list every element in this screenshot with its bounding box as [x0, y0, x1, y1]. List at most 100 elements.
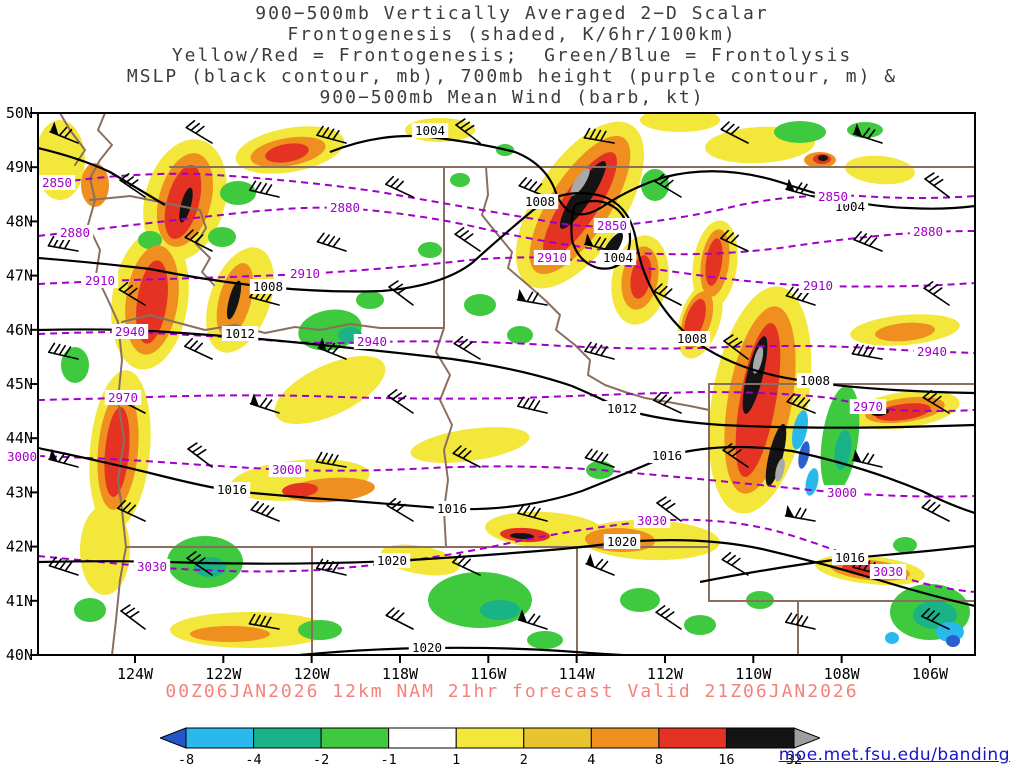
frontogenesis-gray-layer — [570, 168, 785, 482]
colorbar-label: -2 — [313, 752, 329, 768]
wind-barb — [921, 499, 950, 522]
height-contour-2970 — [39, 390, 974, 412]
wind-barb — [583, 127, 615, 144]
mslp-contour — [39, 147, 166, 206]
border-snake-river — [435, 327, 453, 548]
height-contour-label-bg — [133, 559, 171, 574]
title-line-3: Yellow/Red = Frontogenesis; Green/Blue =… — [171, 45, 853, 66]
mslp-contour-label: 1016 — [835, 550, 865, 565]
wind-barb — [316, 232, 347, 252]
height-contour-label: 2970 — [853, 399, 883, 414]
border-columbia-river-46n — [121, 314, 445, 334]
mslp-contour-label-bg — [796, 373, 834, 388]
height-contour-label-bg — [353, 334, 391, 349]
mslp-contour-label: 1020 — [607, 534, 637, 549]
wind-barb — [517, 503, 548, 522]
colorbar-label: 32 — [786, 752, 802, 768]
banding-link[interactable]: moe.met.fsu.edu/banding — [778, 745, 1010, 765]
wind-barb — [48, 556, 79, 576]
height-contour-label: 3030 — [137, 559, 167, 574]
map-figure: 1004100410041008100810081008101210121016… — [5, 104, 976, 683]
height-contour-label: 2880 — [60, 225, 90, 240]
height-contour-label: 2910 — [85, 273, 115, 288]
height-contour-label-bg — [81, 273, 119, 288]
mslp-contour-label: 1008 — [800, 373, 830, 388]
wind-barb — [584, 448, 615, 468]
state-borders — [59, 114, 974, 654]
height-contour-2940 — [39, 330, 974, 354]
wind-barb — [385, 607, 414, 630]
wind-barb — [518, 177, 548, 198]
wind-barb — [315, 558, 347, 576]
height-contour-label: 2910 — [537, 250, 567, 265]
wind-barb — [785, 178, 816, 198]
border-pacific-coast — [87, 114, 127, 654]
height-contour-label-bg — [909, 224, 947, 239]
mslp-contour-1004-closed — [570, 199, 632, 270]
lat-tick-label: 40N — [6, 646, 33, 664]
mslp-contour-label: 1004 — [415, 123, 445, 138]
lon-tick-label: 106W — [912, 665, 949, 683]
wind-barb — [386, 497, 414, 522]
wind-barb — [47, 235, 79, 252]
lon-tick-label: 124W — [117, 665, 154, 683]
colorbar-arrow-left — [160, 727, 187, 749]
wind-barb — [851, 343, 883, 360]
wind-barb — [784, 612, 816, 630]
frontolysis-blue-layer — [798, 441, 960, 647]
colorbar-label: 1 — [452, 752, 460, 768]
mslp-contour-1016 — [39, 445, 974, 514]
chart-title: 900−500mb Vertically Averaged 2−D Scalar… — [0, 3, 1024, 108]
colorbar-cell — [590, 727, 660, 749]
wind-barb — [653, 283, 682, 306]
colorbar-label: -1 — [381, 752, 397, 768]
wind-barb — [721, 551, 749, 576]
height-contour-label: 2910 — [803, 278, 833, 293]
mslp-contour-label: 1020 — [412, 640, 442, 655]
height-contour-label: 2910 — [290, 266, 320, 281]
lat-tick-label: 47N — [6, 267, 33, 285]
colorbar: -8 -4 -2 -1 1 2 4 8 16 32 — [160, 727, 820, 768]
mslp-contour-label: 1008 — [253, 279, 283, 294]
title-line-5: 900−500mb Mean Wind (barb, kt) — [319, 87, 705, 108]
height-contour-label-bg — [814, 189, 852, 204]
wind-barb — [248, 180, 280, 198]
lon-tick-label: 116W — [470, 665, 507, 683]
mslp-contours — [39, 134, 974, 654]
height-contour-label-bg — [869, 564, 907, 579]
lat-tick-label: 46N — [6, 321, 33, 339]
height-contour-label-bg — [849, 399, 887, 414]
mslp-contour-label-bg — [213, 482, 251, 497]
mslp-contour-label-bg — [221, 326, 259, 341]
height-contour-label: 3000 — [272, 462, 302, 477]
mslp-contour-label-bg — [648, 448, 686, 463]
wind-barb — [723, 334, 749, 360]
lat-tick-label: 43N — [6, 483, 33, 501]
mslp-contour-label: 1012 — [607, 401, 637, 416]
height-contour-label-bg — [268, 462, 306, 477]
lat-tick-label: 42N — [6, 538, 33, 556]
mslp-contour-1012 — [39, 328, 974, 429]
wind-barb — [317, 337, 347, 360]
wind-barb — [720, 229, 749, 252]
wind-barb — [452, 553, 481, 576]
border-island-coast — [59, 114, 86, 166]
wind-barb — [785, 286, 816, 306]
height-contour-label: 3000 — [827, 485, 857, 500]
lat-tick-label: 41N — [6, 592, 33, 610]
colorbar-cell — [455, 727, 525, 749]
lon-tick-label: 110W — [735, 665, 772, 683]
mslp-contour-label: 1016 — [217, 482, 247, 497]
colorbar-label: 2 — [520, 752, 528, 768]
mslp-contour-label-bg — [411, 123, 449, 138]
wind-barb — [654, 173, 682, 198]
wind-barb — [119, 173, 146, 198]
wind-barb — [316, 125, 347, 144]
wind-barb — [49, 121, 79, 144]
wind-barb — [517, 609, 548, 630]
height-contour-label: 2970 — [108, 390, 138, 405]
title-line-2: Frontogenesis (shaded, K/6hr/100km) — [287, 24, 737, 45]
mslp-contour-label: 1004 — [603, 250, 633, 265]
mslp-contour-label-bg — [831, 550, 869, 565]
